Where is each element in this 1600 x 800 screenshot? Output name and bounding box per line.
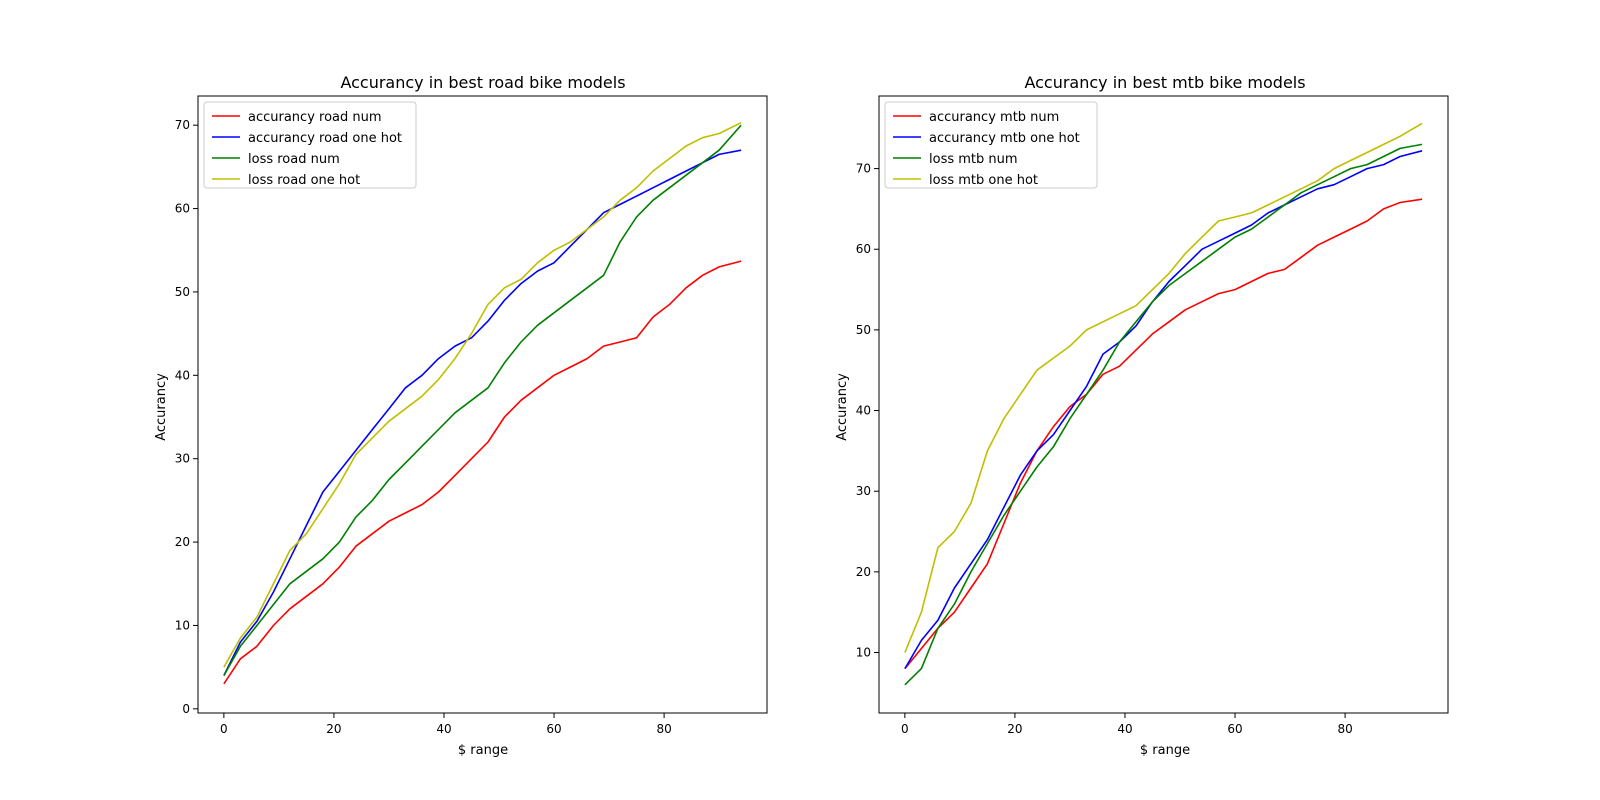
y-axis-label: Accurancy (835, 373, 850, 441)
legend: accurancy road num accurancy road one hot… (203, 101, 417, 189)
legend: accurancy mtb num accurancy mtb one hot lo… (884, 101, 1098, 189)
x-tick-label: 20 (326, 722, 341, 736)
y-tick-label: 20 (175, 535, 190, 549)
y-tick-label: 30 (856, 484, 871, 498)
x-axis-label: $ range (458, 743, 508, 758)
y-tick-label: 0 (182, 702, 190, 716)
legend-entry: loss mtb one hot (929, 173, 1038, 188)
series-line-4 (223, 121, 742, 668)
chart-title: Accurancy in best mtb bike models (1024, 73, 1305, 92)
x-tick-label: 80 (1337, 722, 1352, 736)
x-tick-label: 0 (901, 722, 909, 736)
series-line-3 (223, 124, 742, 676)
y-tick-label: 60 (856, 242, 871, 256)
plot-area: 0 20 40 60 80 10 20 30 40 50 60 70 accurancy mtb num… (856, 95, 1449, 736)
x-tick-label: 20 (1007, 722, 1022, 736)
y-tick-label: 50 (856, 323, 871, 337)
x-tick-label: 40 (436, 722, 451, 736)
x-tick-label: 60 (1227, 722, 1242, 736)
plot-frame (197, 95, 768, 714)
series-line-1 (223, 260, 742, 685)
legend-entry: accurancy road num (248, 110, 382, 125)
series-line-2 (904, 150, 1423, 670)
series-line-1 (904, 198, 1423, 670)
x-axis-label: $ range (1140, 743, 1190, 758)
chart-road: Accurancy in best road bike models 0 20 40… (154, 73, 768, 758)
legend-box (203, 101, 417, 189)
y-tick-label: 10 (175, 618, 190, 632)
legend-entry: accurancy road one hot (248, 131, 402, 146)
y-tick-label: 40 (856, 404, 871, 418)
chart-mtb: Accurancy in best mtb bike models 0 20 40 6… (835, 73, 1449, 758)
legend-entry: loss mtb num (929, 152, 1018, 167)
plot-frame (878, 95, 1449, 714)
legend-entry: accurancy mtb one hot (929, 131, 1080, 146)
legend-entry: loss road one hot (248, 173, 360, 188)
chart-title: Accurancy in best road bike models (340, 73, 625, 92)
legend-entry: accurancy mtb num (929, 110, 1059, 125)
y-tick-label: 20 (856, 565, 871, 579)
y-tick-label: 30 (175, 452, 190, 466)
y-tick-label: 70 (856, 162, 871, 176)
y-tick-label: 10 (856, 646, 871, 660)
y-tick-label: 50 (175, 285, 190, 299)
y-tick-label: 60 (175, 202, 190, 216)
x-tick-label: 0 (220, 722, 228, 736)
plot-area: 0 20 40 60 80 0 10 20 30 40 50 60 70 accurancy road n… (175, 95, 768, 736)
x-tick-label: 80 (656, 722, 671, 736)
legend-entry: loss road num (248, 152, 340, 167)
y-axis-label: Accurancy (154, 373, 169, 441)
series-line-4 (904, 122, 1423, 653)
x-tick-label: 40 (1117, 722, 1132, 736)
x-tick-label: 60 (546, 722, 561, 736)
y-tick-label: 40 (175, 368, 190, 382)
series-line-2 (223, 149, 742, 676)
legend-box (884, 101, 1098, 189)
series-line-3 (904, 143, 1423, 686)
y-tick-label: 70 (175, 118, 190, 132)
